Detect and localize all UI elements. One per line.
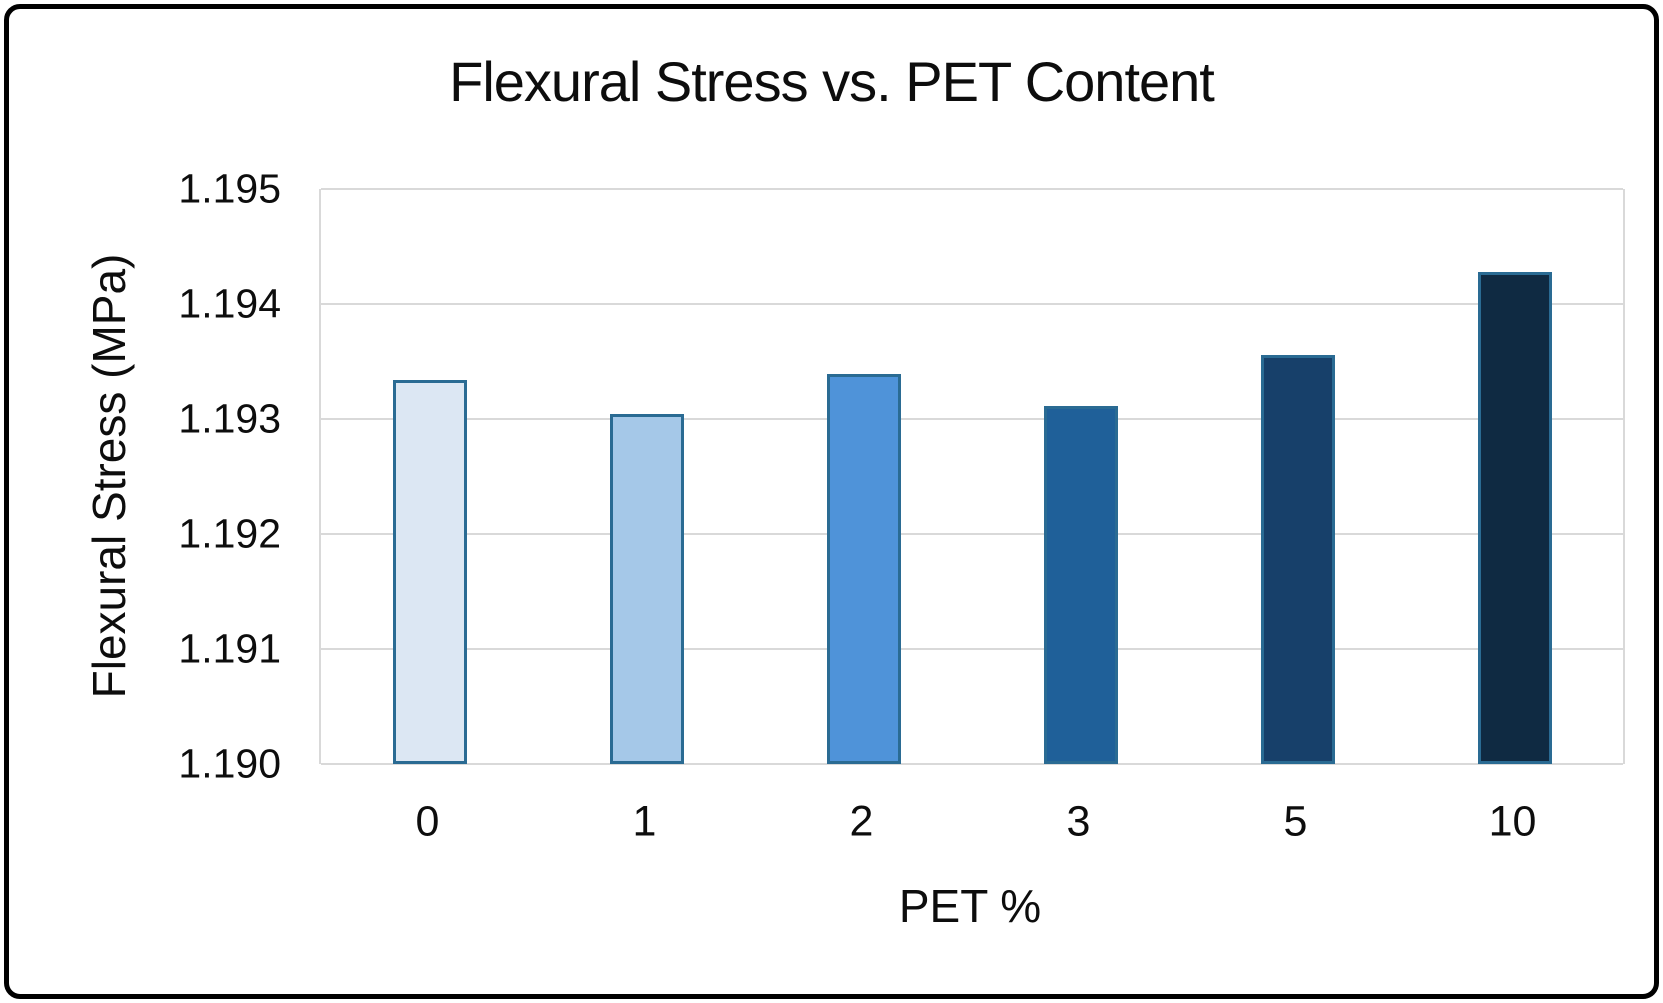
x-tick-label: 5 bbox=[1283, 797, 1308, 846]
gridline bbox=[321, 188, 1623, 190]
x-tick-label: 2 bbox=[849, 797, 874, 846]
chart-frame: Flexural Stress vs. PET Content Flexural… bbox=[4, 4, 1659, 999]
y-tick-label: 1.191 bbox=[178, 625, 281, 672]
bar-pet-3 bbox=[1043, 406, 1118, 764]
bar-pet-10 bbox=[1477, 271, 1552, 764]
x-axis-title: PET % bbox=[898, 880, 1042, 932]
chart-title: Flexural Stress vs. PET Content bbox=[449, 50, 1215, 113]
bar-pet-0 bbox=[392, 379, 467, 764]
bar-pet-2 bbox=[826, 374, 901, 764]
bar-pet-5 bbox=[1260, 354, 1335, 764]
gridline bbox=[321, 648, 1623, 650]
gridline bbox=[321, 533, 1623, 535]
y-tick-label: 1.195 bbox=[178, 165, 281, 212]
gridline bbox=[321, 418, 1623, 420]
y-tick-label: 1.192 bbox=[178, 510, 281, 557]
x-tick-label: 0 bbox=[415, 797, 440, 846]
y-tick-label: 1.190 bbox=[178, 740, 281, 787]
gridline bbox=[321, 763, 1623, 765]
x-tick-label: 3 bbox=[1066, 797, 1091, 846]
plot-area bbox=[319, 188, 1625, 765]
y-tick-label: 1.194 bbox=[178, 280, 281, 327]
y-tick-label: 1.193 bbox=[178, 395, 281, 442]
bar-chart: Flexural Stress vs. PET Content Flexural… bbox=[9, 9, 1654, 994]
gridline bbox=[321, 303, 1623, 305]
x-tick-label: 1 bbox=[632, 797, 657, 846]
bar-pet-1 bbox=[609, 414, 684, 764]
x-tick-label: 10 bbox=[1488, 797, 1537, 846]
